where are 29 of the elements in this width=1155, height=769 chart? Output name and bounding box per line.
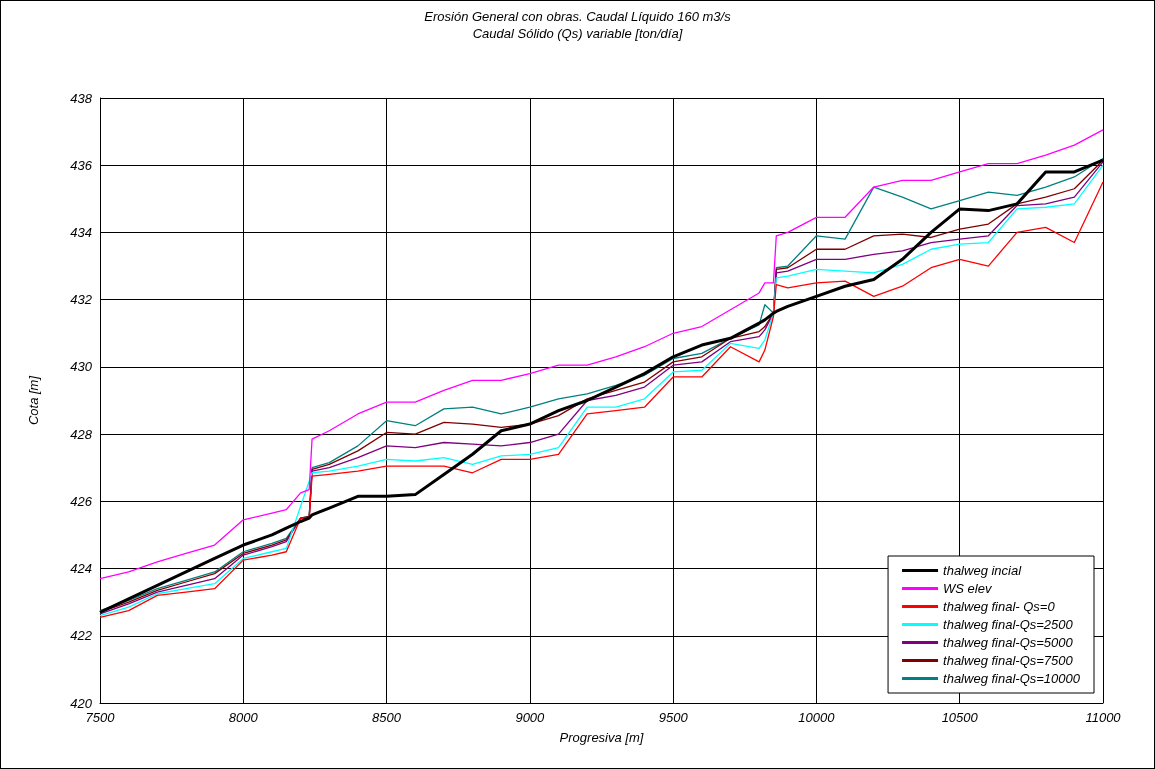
y-tick-label: 436	[70, 157, 93, 173]
x-tick-label: 9000	[515, 710, 546, 725]
legend-label: thalweg final-Qs=10000	[943, 671, 1081, 686]
y-tick-label: 420	[70, 695, 93, 711]
legend-label: thalweg incial	[943, 563, 1023, 578]
y-tick-label: 432	[70, 292, 93, 308]
legend-label: thalweg final-Qs=7500	[943, 653, 1074, 668]
x-tick-label: 11000	[1085, 710, 1122, 725]
y-tick-label: 426	[70, 493, 93, 509]
legend-label: WS elev	[943, 581, 993, 596]
x-tick-label: 10500	[941, 710, 979, 725]
y-axis-title: Cota [m]	[26, 375, 41, 426]
y-tick-label: 428	[70, 426, 93, 442]
y-tick-label: 438	[70, 90, 93, 106]
x-tick-label: 8500	[372, 710, 402, 725]
y-tick-label: 422	[70, 628, 93, 644]
x-tick-label: 10000	[798, 710, 836, 725]
y-tick-label: 430	[70, 359, 93, 375]
x-tick-label: 9500	[658, 710, 689, 725]
legend-label: thalweg final-Qs=2500	[943, 617, 1074, 632]
x-axis-title: Progresiva [m]	[559, 730, 644, 745]
y-tick-label: 434	[70, 224, 92, 240]
y-tick-label: 424	[70, 561, 92, 577]
x-tick-label: 8000	[228, 710, 259, 725]
legend-label: thalweg final-Qs=5000	[943, 635, 1074, 650]
chart-subtitle: Caudal Sólido (Qs) variable [ton/día]	[472, 26, 683, 41]
chart-title: Erosión General con obras. Caudal Líquido 160 m3/s	[424, 9, 732, 24]
legend-label: thalweg final- Qs=0	[943, 599, 1056, 614]
x-tick-label: 7500	[85, 710, 116, 725]
